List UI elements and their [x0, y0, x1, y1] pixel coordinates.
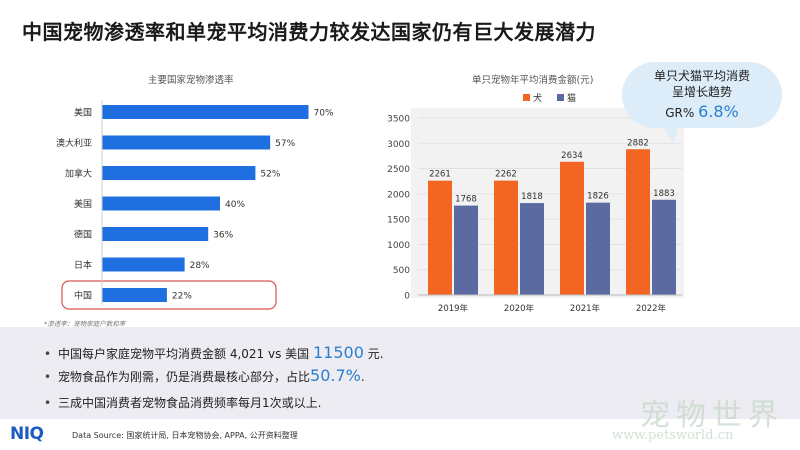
data-label: 2882: [627, 138, 649, 148]
growth-value: 6.8%: [698, 102, 739, 121]
category-label: 加拿大: [65, 168, 92, 180]
y-tick-label: 500: [393, 266, 410, 276]
legend-swatch: [557, 94, 564, 101]
penetration-bar: [102, 227, 209, 241]
data-label: 2261: [429, 170, 451, 180]
growth-callout: 单只犬猫平均消费 呈增长趋势 GR% 6.8%: [622, 62, 782, 128]
y-tick-label: 0: [404, 292, 410, 302]
penetration-note: *渗透率：宠物家庭户数和率: [44, 320, 126, 328]
finding-2: • 宠物食品作为刚需，仍是消费最核心部分，占比50.7%.: [44, 366, 365, 385]
spending-bar: [454, 205, 478, 295]
page-title: 中国宠物渗透率和单宠平均消费力较发达国家仍有巨大发展潜力: [22, 20, 596, 44]
spending-bar: [560, 161, 584, 295]
category-label: 美国: [74, 198, 92, 210]
legend-label: 犬: [533, 92, 542, 104]
data-label: 2634: [561, 151, 583, 161]
spending-bar: [428, 180, 452, 295]
watermark-url: www.petsworld.cn: [612, 428, 734, 443]
value-label: 22%: [172, 292, 192, 302]
highlight-box: [61, 280, 277, 310]
finding-3-text: 三成中国消费者宠物食品消费频率每月1次或以上.: [58, 396, 322, 410]
y-tick-label: 3500: [387, 115, 410, 125]
spending-bar: [494, 180, 518, 295]
callout-line2: 呈增长趋势: [671, 85, 732, 99]
value-label: 36%: [213, 231, 233, 241]
bullet-dot: •: [44, 370, 52, 384]
right-chart-title: 单只宠物年平均消费金额(元): [472, 75, 594, 86]
bullet-dot: •: [44, 396, 52, 410]
data-label: 1883: [653, 189, 675, 199]
penetration-bar: [102, 135, 271, 150]
penetration-bar: [102, 105, 309, 119]
finding-3: • 三成中国消费者宠物食品消费频率每月1次或以上.: [44, 392, 321, 411]
data-label: 1768: [455, 195, 477, 205]
x-tick-label: 2022年: [636, 303, 667, 314]
finding-1-text: 中国每户家庭宠物平均消费金额 4,021 vs 美国: [58, 347, 313, 361]
finding-2-suffix: .: [360, 370, 365, 384]
data-source: Data Source: 国家统计局, 日本宠物协会, APPA, 公开资料整理: [72, 431, 298, 440]
category-label: 日本: [74, 259, 92, 271]
callout-growth: GR% 6.8%: [622, 102, 782, 121]
callout-line1: 单只犬猫平均消费: [653, 69, 750, 83]
value-label: 52%: [260, 170, 280, 180]
penetration-bar: [102, 166, 256, 180]
y-tick-label: 1000: [387, 241, 410, 251]
bullet-dot: •: [44, 347, 52, 361]
value-label: 57%: [275, 139, 295, 149]
spending-bar: [520, 203, 544, 295]
y-tick-label: 2000: [387, 190, 410, 200]
category-label: 德国: [74, 229, 92, 241]
key-findings-panel: [0, 327, 800, 419]
penetration-bar: [102, 288, 167, 302]
growth-label: GR%: [665, 106, 695, 120]
spending-bar: [626, 149, 650, 295]
left-chart-title: 主要国家宠物渗透率: [148, 75, 234, 86]
data-label: 1818: [521, 192, 543, 202]
value-label: 28%: [190, 261, 210, 271]
finding-1-suffix: 元.: [363, 347, 384, 361]
y-tick-label: 2500: [387, 165, 410, 175]
niq-logo: NIQ: [10, 424, 44, 444]
data-label: 1826: [587, 192, 609, 202]
legend-label: 猫: [567, 92, 576, 104]
x-tick-label: 2020年: [504, 303, 535, 314]
finding-2-highlight: 50.7%: [310, 366, 361, 385]
value-label: 70%: [314, 109, 334, 119]
legend-swatch: [523, 94, 530, 101]
category-label: 澳大利亚: [56, 137, 92, 149]
category-label: 美国: [74, 107, 92, 119]
finding-1-highlight: 11500: [312, 343, 364, 362]
data-label: 2262: [495, 170, 517, 180]
watermark-text: 宠物世界: [640, 398, 784, 433]
y-tick-label: 1500: [387, 216, 410, 226]
spending-bar: [652, 199, 676, 295]
penetration-bar: [102, 196, 220, 211]
y-tick-label: 3000: [387, 140, 410, 150]
x-tick-label: 2019年: [438, 303, 469, 314]
x-tick-label: 2021年: [570, 303, 601, 314]
finding-1: • 中国每户家庭宠物平均消费金额 4,021 vs 美国 11500 元.: [44, 343, 384, 362]
penetration-bar: [102, 257, 185, 272]
spending-bar: [586, 202, 610, 295]
finding-2-text: 宠物食品作为刚需，仍是消费最核心部分，占比: [58, 370, 311, 384]
value-label: 40%: [225, 200, 245, 210]
category-label: 中国: [74, 290, 92, 302]
